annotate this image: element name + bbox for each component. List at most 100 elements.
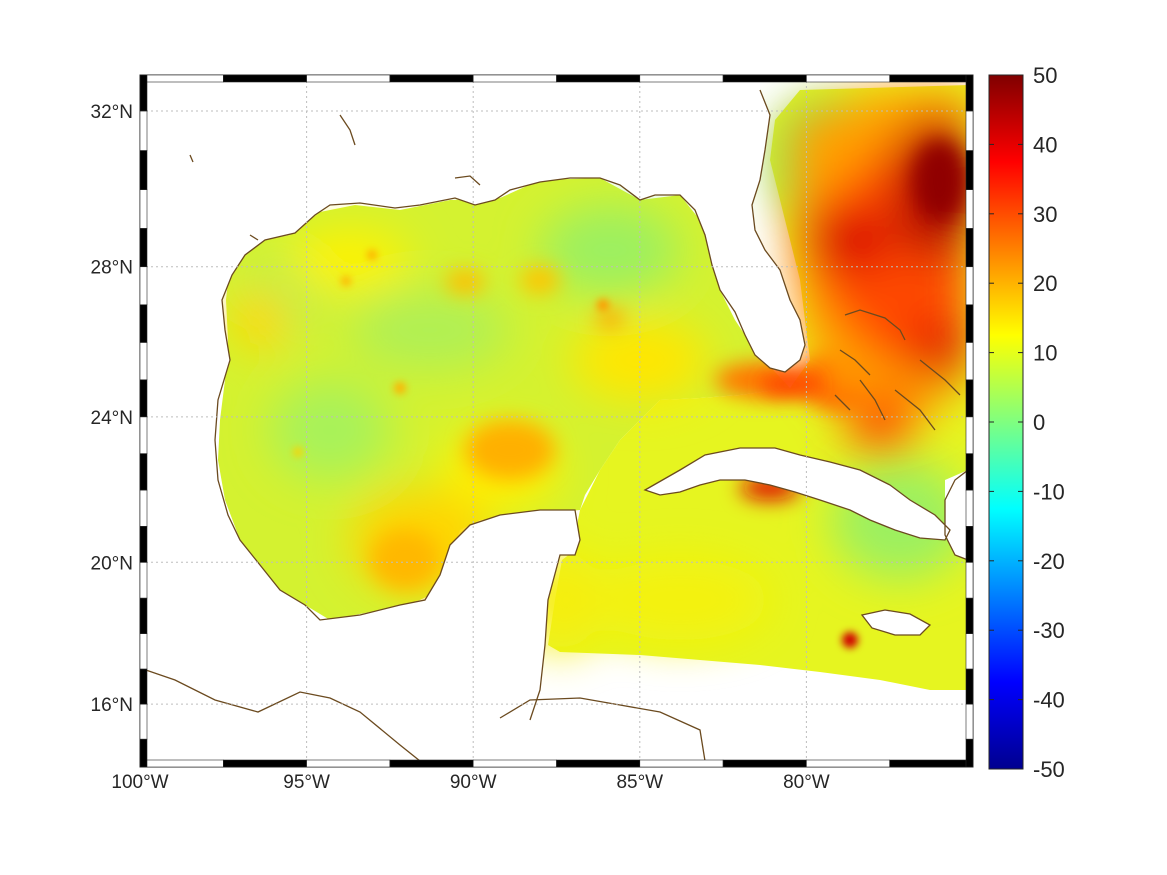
frame-segment-right — [965, 668, 974, 705]
orange-patch — [445, 270, 485, 294]
coastline-jamaica — [860, 609, 932, 636]
orange-patch — [596, 308, 624, 328]
frame-segment-right — [965, 562, 974, 599]
frame-segment-top — [722, 74, 807, 83]
green-patch — [270, 380, 390, 480]
frame-segment-left — [139, 453, 148, 491]
frame-segment-bottom — [806, 759, 891, 768]
green-patch — [540, 205, 680, 295]
lat-tick-label: 20°N — [91, 553, 133, 574]
frame-segment-right — [965, 453, 974, 491]
colorbar-tick-label: -40 — [1033, 688, 1065, 713]
frame-segment-top — [889, 74, 974, 83]
colorbar-ticks: 50 40 30 20 10 0 -10 -20 -30 -40 -50 — [989, 63, 1065, 782]
frame-segment-bottom — [223, 759, 307, 768]
colorbar-tick-label: -10 — [1033, 479, 1065, 504]
frame-segment-right — [965, 416, 974, 454]
hot-core — [805, 210, 895, 270]
frame-segment-bottom — [389, 759, 474, 768]
frame-segment-left — [139, 342, 148, 381]
frame-segment-left — [139, 150, 148, 190]
frame-segment-bottom — [306, 759, 391, 768]
colorbar-tick-label: 50 — [1033, 63, 1057, 88]
frame-segment-top — [639, 74, 724, 83]
frame-segment-left — [139, 703, 148, 740]
frame-segment-right — [965, 379, 974, 418]
lat-tick-label: 16°N — [91, 695, 133, 716]
land-hispaniola — [945, 470, 968, 560]
frame-segment-right — [965, 110, 974, 151]
orange-patch — [520, 266, 560, 294]
yellow-patch — [570, 320, 710, 400]
coastline-cuba — [643, 447, 951, 541]
lon-tick-label: 95°W — [283, 772, 330, 793]
frame-segment-bottom — [556, 759, 641, 768]
graticule — [146, 81, 967, 761]
frame-segment-right — [965, 74, 974, 112]
frame-segment-right — [965, 738, 974, 768]
green-patch — [350, 290, 510, 370]
lat-tick-label: 32°N — [91, 102, 133, 123]
colorbar-tick-label: -20 — [1033, 549, 1065, 574]
coastline-islands — [189, 114, 481, 241]
frame-segment-top — [806, 74, 891, 83]
frame-segment-bottom — [722, 759, 807, 768]
lon-tick-label: 85°W — [616, 772, 663, 793]
frame-segment-right — [965, 189, 974, 229]
orange-patch — [370, 530, 440, 590]
frame-segment-right — [965, 304, 974, 343]
coastline-honduras — [499, 697, 706, 761]
frame-segment-left — [139, 304, 148, 343]
frame-segment-right — [965, 597, 974, 634]
frame-segment-left — [139, 74, 148, 112]
orange-patch — [465, 420, 555, 480]
frame-segment-top — [306, 74, 391, 83]
frame-segment-bottom — [139, 759, 224, 768]
coastline-gulf — [214, 89, 806, 721]
frame-segment-right — [965, 489, 974, 527]
yellow-patch — [290, 230, 410, 290]
hot-core — [910, 320, 968, 380]
colorbar-tick-label: -30 — [1033, 618, 1065, 643]
colorbar-tick-label: 20 — [1033, 271, 1057, 296]
frame-segment-top — [223, 74, 307, 83]
frame-segment-top — [556, 74, 641, 83]
colorbar-tick-label: 0 — [1033, 410, 1045, 435]
frame-segment-right — [965, 703, 974, 740]
lat-tick-label: 24°N — [91, 408, 133, 429]
frame-segment-right — [965, 342, 974, 381]
frame-segment-left — [139, 668, 148, 705]
frame-segment-left — [139, 228, 148, 268]
frame-segment-right — [965, 228, 974, 268]
frame-segment-right — [965, 150, 974, 190]
coastline-hispaniola — [944, 469, 968, 561]
frame-segment-right — [965, 526, 974, 563]
colorbar-tick-label: 10 — [1033, 341, 1057, 366]
frame-segment-left — [139, 110, 148, 151]
hot-spot-florida-straits — [760, 373, 820, 397]
frame-segment-left — [139, 738, 148, 768]
land-cuba — [645, 448, 950, 540]
longitude-labels: 100°W 95°W 90°W 85°W 80°W — [111, 772, 829, 793]
spot — [293, 447, 303, 457]
frame-segment-bottom — [639, 759, 724, 768]
colorbar-tick-label: 40 — [1033, 132, 1057, 157]
frame-segment-left — [139, 489, 148, 527]
yellow-patch — [590, 560, 770, 640]
frame-segment-left — [139, 562, 148, 599]
lon-tick-label: 80°W — [783, 772, 830, 793]
frame-segment-left — [139, 189, 148, 229]
frame-segment-right — [965, 633, 974, 670]
colorbar — [988, 74, 1024, 770]
spot — [367, 250, 377, 260]
latitude-labels: 16°N 20°N 24°N 28°N 32°N — [91, 102, 133, 716]
frame-segment-left — [139, 416, 148, 454]
lon-tick-label: 100°W — [111, 772, 168, 793]
spot — [341, 276, 351, 286]
spot — [394, 382, 406, 394]
frame-segment-left — [139, 633, 148, 670]
frame-segment-left — [139, 597, 148, 634]
land-mexico-us — [146, 81, 805, 761]
coastlines — [146, 89, 968, 761]
frame-segment-bottom — [472, 759, 557, 768]
